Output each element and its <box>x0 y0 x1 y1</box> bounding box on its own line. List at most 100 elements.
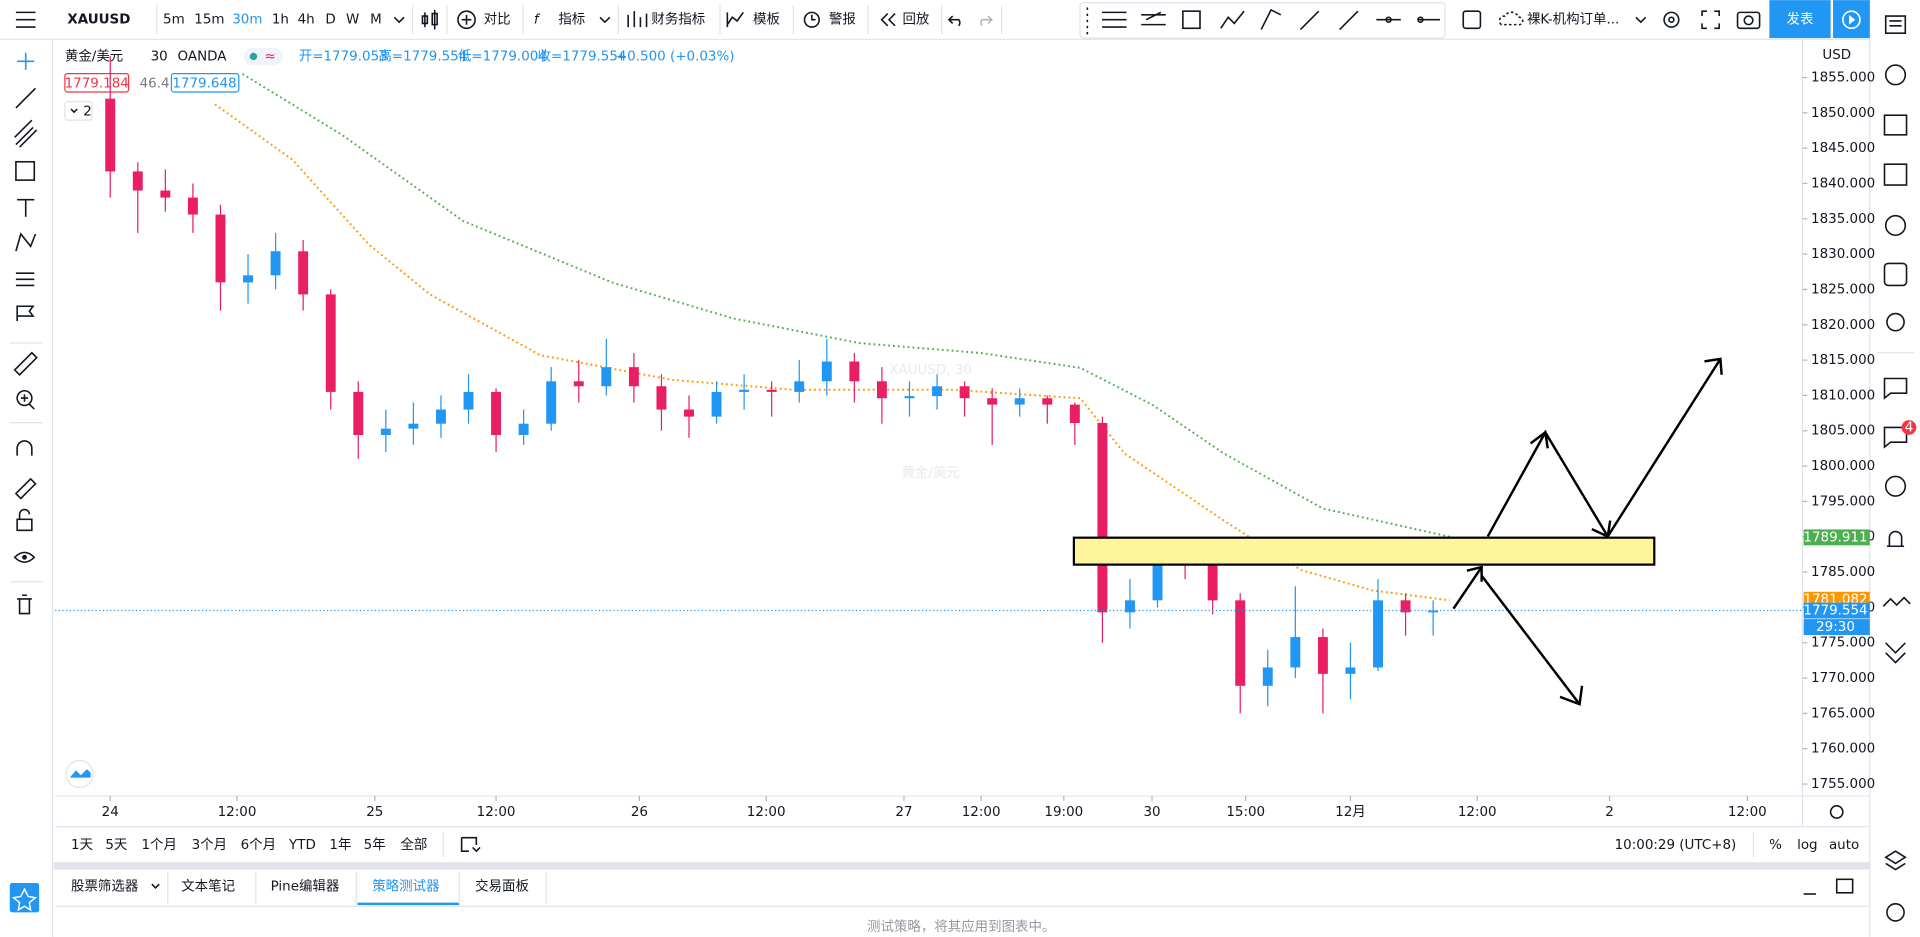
interval[interactable]: 4h <box>298 13 315 28</box>
range-button[interactable]: 6个月 <box>241 837 276 853</box>
range-button[interactable]: 5年 <box>364 837 386 853</box>
replay-button[interactable]: 回放 <box>902 12 929 28</box>
tool-icon[interactable] <box>1141 11 1166 26</box>
arrow-path[interactable] <box>1486 357 1723 539</box>
replay-icon[interactable] <box>880 13 896 27</box>
chat-icon[interactable] <box>1883 377 1908 400</box>
indicator-icon[interactable]: f <box>534 13 541 28</box>
layers-icon[interactable] <box>1884 850 1907 871</box>
publish-button[interactable] <box>1769 0 1831 39</box>
interval[interactable]: 1h <box>272 13 289 28</box>
fullscreen-icon[interactable] <box>1701 10 1720 30</box>
magnet-tool[interactable] <box>16 440 33 456</box>
range-button[interactable]: 1天 <box>71 838 93 853</box>
zone-rectangle[interactable] <box>1072 536 1656 566</box>
chart-type-icon[interactable] <box>421 9 438 30</box>
tool-icon[interactable] <box>1220 10 1245 29</box>
bid-price[interactable]: 1779.184 <box>65 76 129 91</box>
tool-icon[interactable] <box>1299 10 1320 31</box>
remove-tool[interactable] <box>17 594 32 615</box>
caret[interactable] <box>599 16 611 24</box>
line-tool[interactable] <box>15 87 37 109</box>
tab[interactable]: Pine编辑器 <box>271 879 340 895</box>
alert-button[interactable]: 警报 <box>829 12 856 28</box>
prediction-tool[interactable] <box>15 272 35 287</box>
tab[interactable]: 股票筛选器 <box>71 879 139 895</box>
watchlist-button[interactable] <box>9 882 40 913</box>
undo-icon[interactable] <box>947 15 961 27</box>
trend-icon[interactable] <box>1882 596 1911 607</box>
sell-box[interactable] <box>64 72 130 93</box>
scale-option[interactable]: % <box>1769 838 1782 853</box>
maximize-icon[interactable] <box>1835 878 1854 894</box>
stay-in-drawing[interactable] <box>14 477 37 500</box>
collapse-icon[interactable] <box>1885 642 1906 664</box>
axis-settings-icon[interactable] <box>1829 805 1844 819</box>
help-icon[interactable] <box>1886 903 1905 922</box>
news-icon[interactable] <box>1883 114 1908 136</box>
tab[interactable]: 交易面板 <box>475 878 529 895</box>
shape-tool[interactable] <box>15 160 36 181</box>
compare-icon[interactable] <box>457 10 476 30</box>
layout-name[interactable]: 裸K-机构订单... <box>1527 12 1619 28</box>
interval[interactable]: 15m <box>194 13 224 28</box>
interval[interactable]: D <box>325 13 335 28</box>
range-button[interactable]: 5天 <box>105 838 127 853</box>
interval[interactable]: M <box>370 13 382 28</box>
pattern-tool[interactable] <box>15 232 37 252</box>
caret[interactable] <box>1635 16 1647 24</box>
compare-button[interactable]: 对比 <box>484 12 511 28</box>
tool-icon[interactable] <box>1260 8 1282 30</box>
chart-icon[interactable] <box>1884 214 1907 237</box>
caret[interactable] <box>393 16 405 24</box>
select-icon[interactable] <box>1462 10 1482 30</box>
range-button[interactable]: 3个月 <box>192 837 227 853</box>
tool-icon[interactable] <box>1102 11 1127 28</box>
scale-option[interactable]: log <box>1797 838 1818 853</box>
ask-price[interactable]: 1779.648 <box>172 76 236 91</box>
financials-icon[interactable] <box>627 11 648 28</box>
menu-icon[interactable] <box>15 11 36 28</box>
clock[interactable]: 10:00:29 (UTC+8) <box>1615 838 1737 853</box>
interval[interactable]: W <box>346 13 359 28</box>
range-button[interactable]: 全部 <box>400 836 427 853</box>
arrow[interactable] <box>1480 574 1584 706</box>
bell-icon[interactable] <box>1886 530 1905 548</box>
watchlist-icon[interactable] <box>1884 15 1907 34</box>
measure-tool[interactable] <box>13 351 38 376</box>
lock-tool[interactable] <box>16 518 33 532</box>
pitchfork-tool[interactable] <box>14 119 38 148</box>
interval[interactable]: 5m <box>163 13 185 28</box>
scale-option[interactable]: auto <box>1829 838 1859 853</box>
publish-label[interactable]: 发表 <box>1787 12 1814 28</box>
help-icon[interactable] <box>1884 475 1907 497</box>
visibility-tool[interactable] <box>13 551 36 563</box>
ideas-icon[interactable] <box>1886 312 1905 332</box>
indicator-button[interactable]: 指标 <box>558 12 585 28</box>
zoom-tool[interactable] <box>16 389 33 407</box>
alert-icon[interactable] <box>803 11 820 28</box>
tool-icon[interactable] <box>1339 10 1359 31</box>
settings-icon[interactable] <box>1663 11 1680 28</box>
currency[interactable]: USD <box>1822 48 1851 63</box>
tab-active[interactable]: 策略测试器 <box>372 878 440 895</box>
icon-tool[interactable] <box>16 305 35 321</box>
buy-box[interactable] <box>170 72 240 93</box>
status-pill[interactable] <box>243 47 283 66</box>
calendar-icon[interactable] <box>1883 262 1908 287</box>
crosshair-tool[interactable] <box>17 52 35 70</box>
tab[interactable]: 文本笔记 <box>181 879 235 895</box>
symbol[interactable]: XAUUSD <box>67 13 130 28</box>
caret[interactable] <box>151 883 160 890</box>
interval-active[interactable]: 30m <box>232 13 262 28</box>
calendar-icon[interactable] <box>1883 163 1908 186</box>
text-tool[interactable] <box>17 198 35 217</box>
redo-icon[interactable] <box>980 15 993 27</box>
financials-button[interactable]: 财务指标 <box>651 12 705 28</box>
alerts-icon[interactable] <box>1884 64 1907 86</box>
range-button[interactable]: 1个月 <box>141 837 176 853</box>
indicator-count[interactable]: 2 <box>83 105 92 120</box>
template-icon[interactable] <box>726 11 744 28</box>
snapshot-icon[interactable] <box>1736 11 1761 30</box>
go-to-date-icon[interactable] <box>460 836 481 853</box>
